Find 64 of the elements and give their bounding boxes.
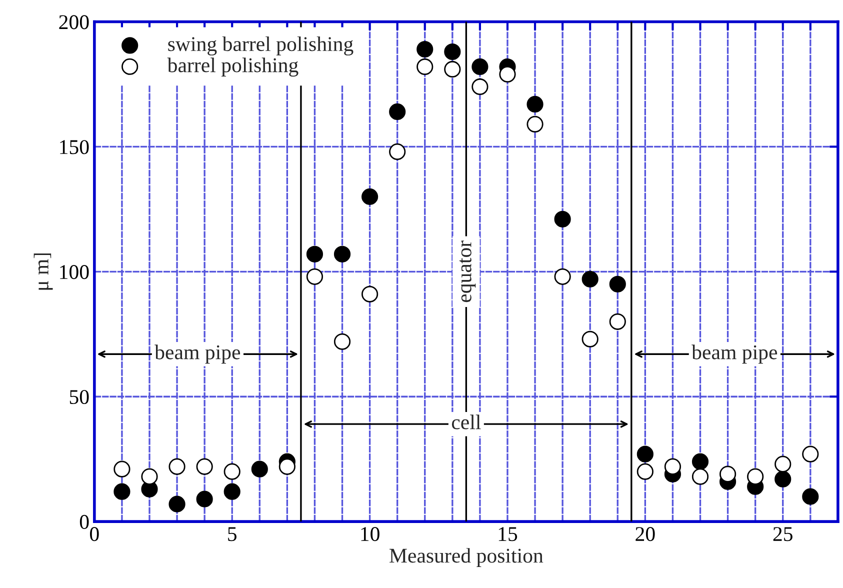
point <box>306 246 324 262</box>
point <box>361 188 378 205</box>
point <box>554 210 571 228</box>
point <box>609 276 626 292</box>
point <box>554 268 571 285</box>
point <box>114 483 130 500</box>
point <box>224 483 240 500</box>
annotation: beam pipe <box>154 344 240 364</box>
point <box>774 470 792 488</box>
point <box>251 460 268 478</box>
point <box>168 496 186 512</box>
annotation: cell <box>452 414 481 430</box>
point <box>389 103 406 120</box>
x-tick-label: 0 <box>90 527 99 542</box>
point <box>389 143 406 160</box>
point <box>361 286 378 302</box>
point <box>416 58 434 76</box>
point <box>278 458 296 475</box>
y-tick-label: 0 <box>80 514 89 529</box>
point <box>444 60 461 78</box>
legend-label: swing barrel polishing <box>168 36 354 56</box>
x-axis-title: Measured position <box>390 548 544 567</box>
x-tick-label: 10 <box>361 527 380 542</box>
point <box>526 116 544 133</box>
point <box>224 463 240 480</box>
annotation: beam pipe <box>692 344 778 364</box>
point <box>636 446 654 462</box>
point <box>141 468 158 485</box>
point <box>609 313 626 330</box>
y-tick-label: 100 <box>60 265 89 280</box>
point <box>114 460 130 478</box>
x-tick-label: 25 <box>773 527 792 542</box>
point <box>196 458 213 475</box>
point <box>334 333 351 350</box>
point <box>582 330 598 348</box>
point <box>168 458 186 475</box>
point <box>526 96 544 113</box>
point <box>692 468 709 485</box>
point <box>636 463 654 480</box>
point <box>774 456 792 472</box>
point <box>196 490 213 508</box>
ref-line-label: equator <box>459 240 476 302</box>
point <box>416 40 434 58</box>
point <box>582 270 598 288</box>
point <box>802 446 819 462</box>
point <box>802 488 819 505</box>
y-axis-title: μ m] <box>34 253 53 290</box>
point <box>747 468 764 485</box>
point <box>444 43 461 60</box>
y-tick-label: 150 <box>60 140 89 154</box>
point <box>499 66 516 83</box>
point <box>719 466 736 482</box>
point <box>472 58 488 76</box>
y-tick-label: 200 <box>59 15 89 30</box>
x-tick-label: 20 <box>636 527 655 542</box>
x-tick-label: 5 <box>228 527 236 542</box>
point <box>306 268 324 285</box>
x-tick-label: 15 <box>498 527 518 542</box>
y-tick-label: 50 <box>70 390 89 404</box>
legend-label: barrel polishing <box>167 58 298 77</box>
point <box>472 78 488 96</box>
point <box>664 458 682 475</box>
point <box>334 246 351 262</box>
point <box>692 453 709 470</box>
